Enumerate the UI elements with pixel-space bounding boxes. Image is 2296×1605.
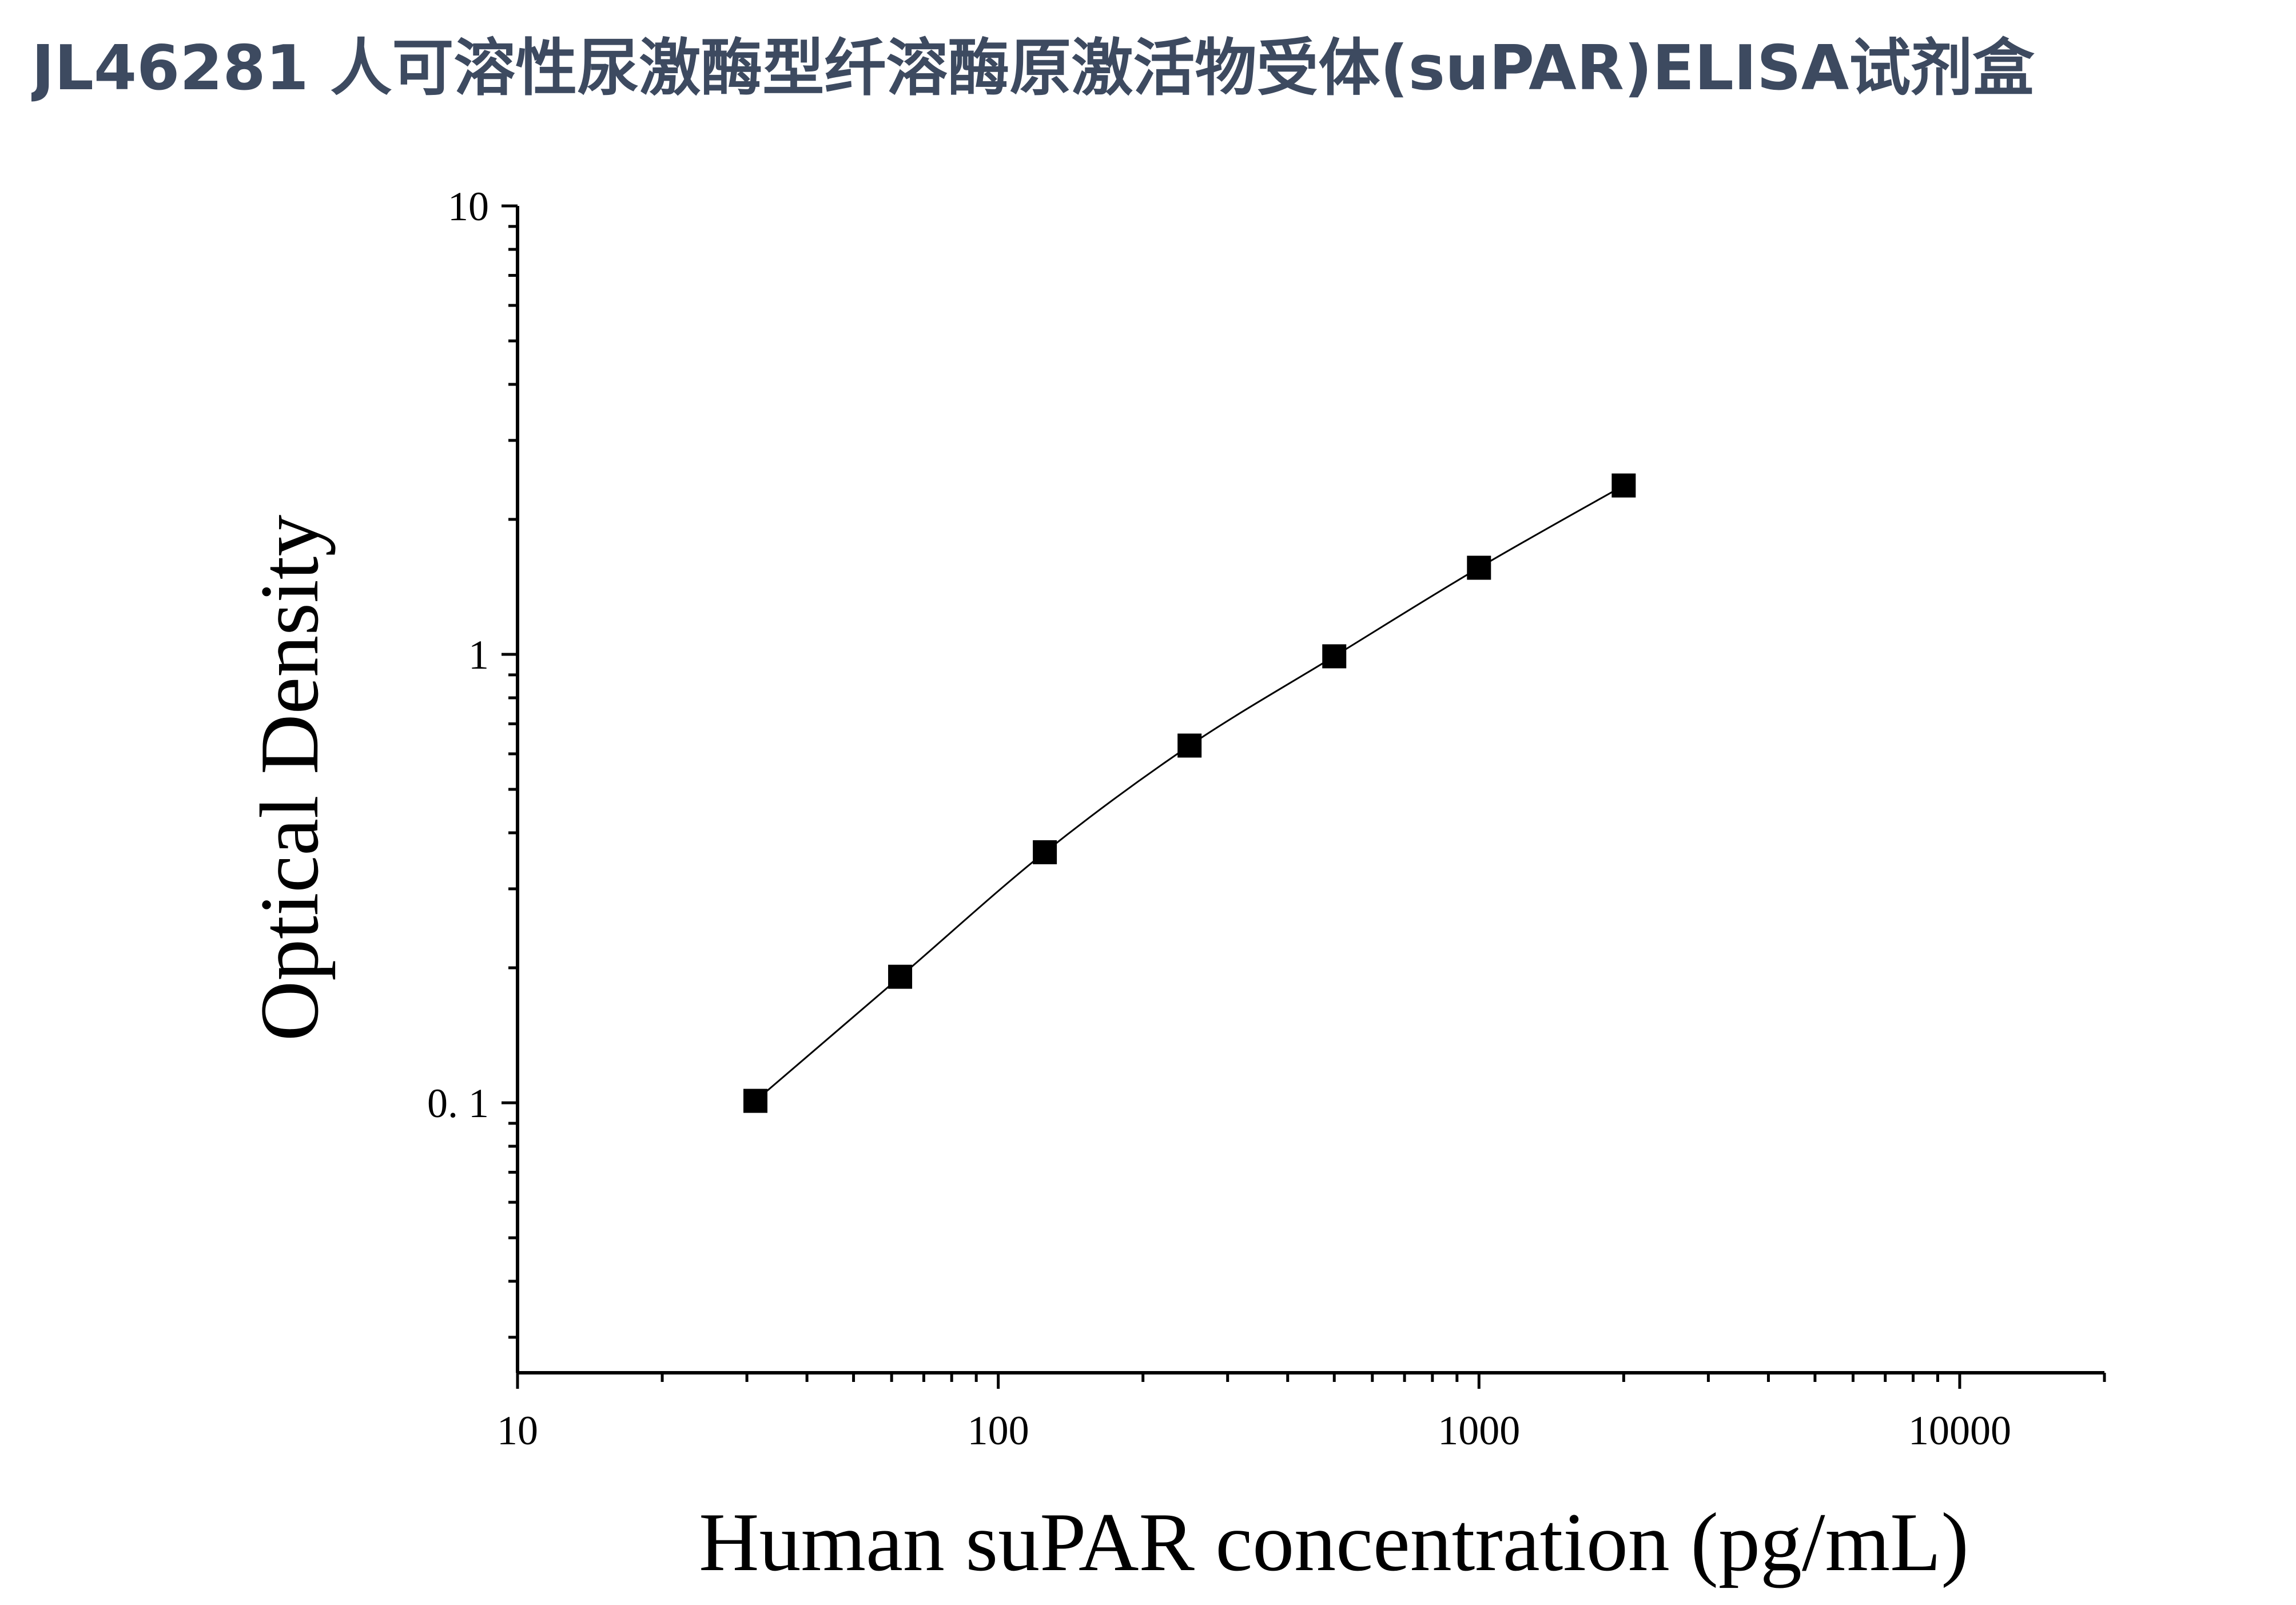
axes: 10 100 1000 10000 0. 1 1 10 bbox=[427, 184, 2106, 1453]
page-title: JL46281 人可溶性尿激酶型纤溶酶原激活物受体(suPAR)ELISA试剂盒 bbox=[31, 33, 2035, 104]
y-axis-title: Optical Density bbox=[243, 515, 336, 1041]
fit-curve-layer bbox=[755, 484, 1625, 1102]
data-point bbox=[1467, 555, 1491, 580]
data-point bbox=[888, 964, 913, 989]
y-tick-label: 0. 1 bbox=[427, 1080, 489, 1126]
x-tick-label: 100 bbox=[968, 1408, 1029, 1453]
data-point bbox=[1177, 733, 1202, 758]
data-point bbox=[1611, 473, 1636, 498]
fit-curve bbox=[755, 484, 1625, 1102]
y-tick-label: 1 bbox=[468, 632, 489, 678]
data-point bbox=[743, 1088, 767, 1113]
x-axis-title: Human suPAR concentration (pg/mL) bbox=[699, 1496, 1969, 1588]
data-point bbox=[1033, 840, 1057, 864]
x-tick-label: 10000 bbox=[1908, 1408, 2011, 1453]
y-tick-label: 10 bbox=[448, 184, 489, 229]
x-tick-label: 10 bbox=[497, 1408, 538, 1453]
x-tick-label: 1000 bbox=[1438, 1408, 1520, 1453]
data-point bbox=[1322, 644, 1347, 669]
data-points bbox=[743, 473, 1636, 1113]
